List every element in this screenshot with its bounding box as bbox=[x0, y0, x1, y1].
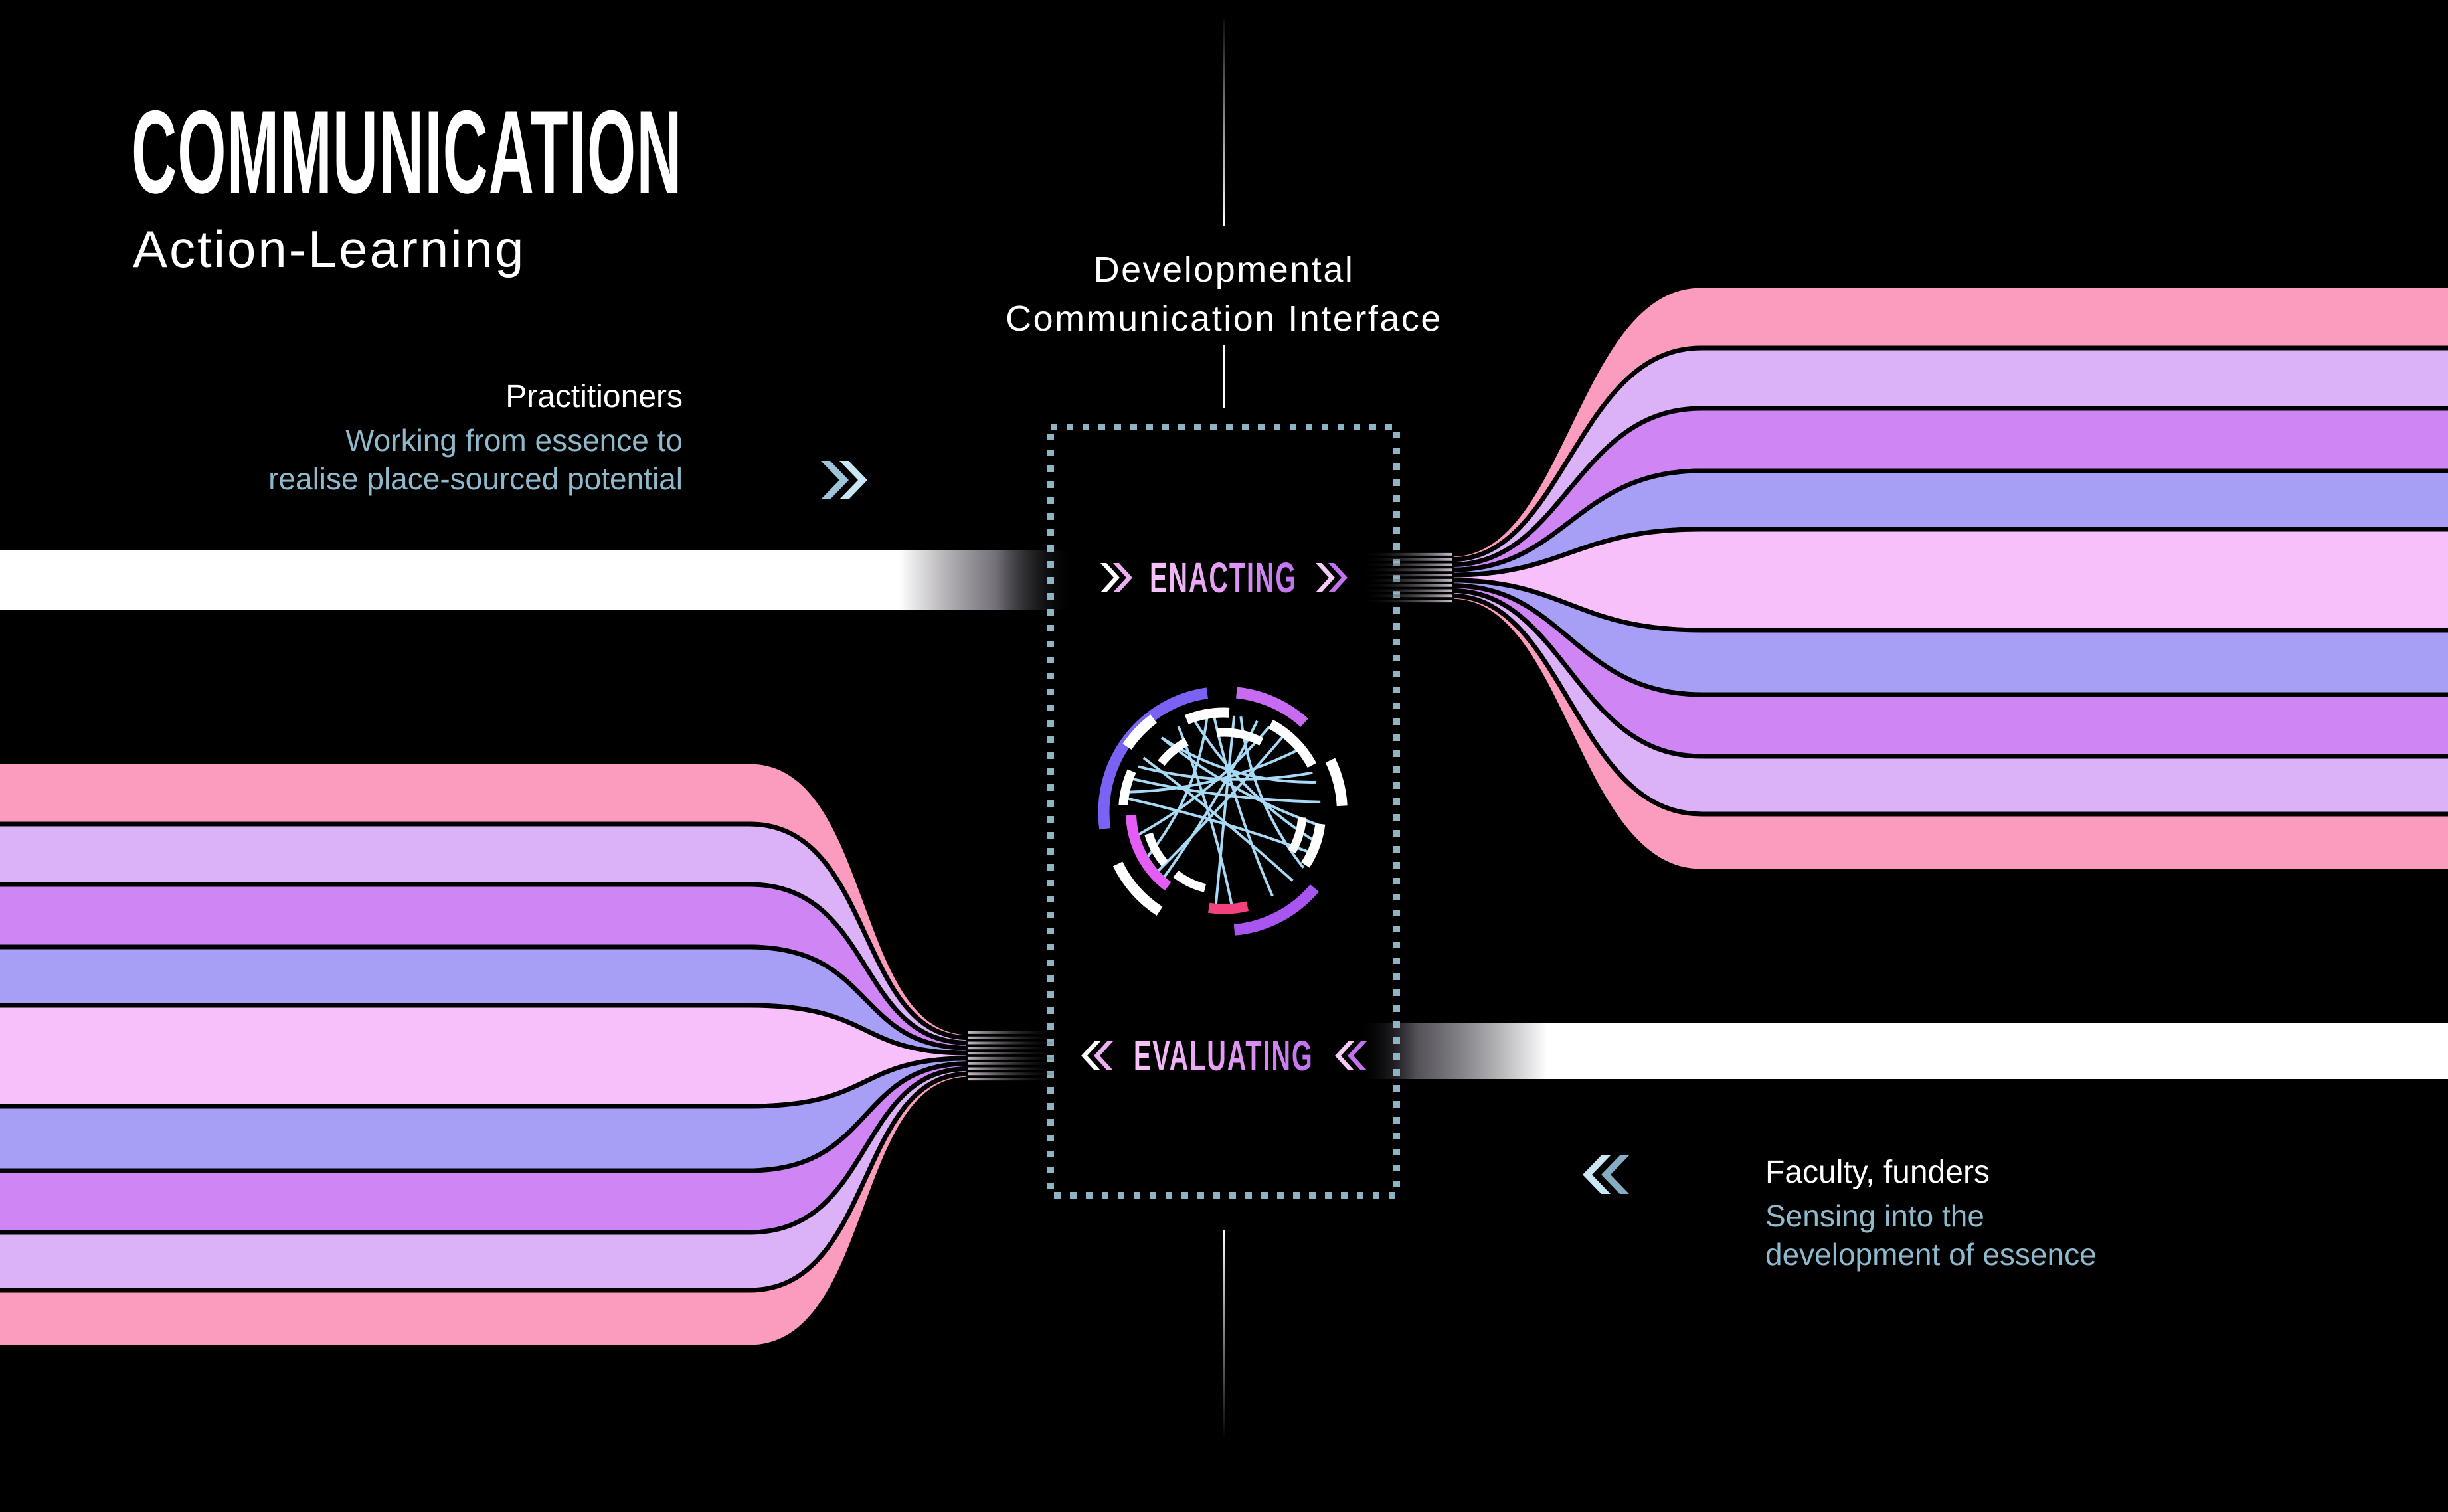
chevron-left-icon bbox=[1094, 1041, 1113, 1070]
faculty-block: Faculty, funders Sensing into the develo… bbox=[1765, 1154, 2363, 1274]
hub-arc bbox=[1144, 832, 1168, 867]
faculty-description-line1: Sensing into the bbox=[1765, 1199, 1984, 1233]
hub-arc bbox=[1173, 870, 1207, 892]
chevron-left-icon bbox=[1583, 1155, 1611, 1194]
hub-arc bbox=[1325, 758, 1348, 807]
hub-arc bbox=[1122, 714, 1158, 750]
ribbon-threads-right bbox=[1359, 552, 1452, 603]
hub-arc bbox=[1112, 861, 1163, 916]
faculty-ribbon-bundle bbox=[1449, 283, 2448, 874]
chevron-right-icon bbox=[839, 461, 867, 499]
flow-ribbon bbox=[1449, 593, 2448, 874]
page-title: COMMUNICATION bbox=[131, 86, 683, 218]
hub-arc bbox=[1288, 817, 1307, 854]
header: COMMUNICATION bbox=[131, 93, 1171, 211]
flow-ribbon bbox=[0, 1071, 971, 1350]
practitioners-name: Practitioners bbox=[505, 379, 683, 414]
chevron-right-icon bbox=[1328, 563, 1348, 592]
evaluating-chevrons-right-icon bbox=[1335, 1041, 1367, 1070]
page-subtitle: Action-Learning bbox=[133, 220, 526, 278]
hub-chord bbox=[1130, 725, 1271, 841]
faculty-stream-bar bbox=[1363, 1023, 2448, 1079]
hub-arc bbox=[1301, 823, 1326, 868]
enacting-row: ENACTING bbox=[1051, 554, 1397, 602]
chevron-left-icon bbox=[1081, 1041, 1100, 1070]
hub-arc bbox=[1207, 901, 1249, 914]
hub-chord bbox=[1127, 797, 1313, 855]
chevron-right-icon bbox=[1316, 563, 1335, 592]
interface-label: Developmental Communication Interface bbox=[892, 245, 1556, 343]
hub-arc bbox=[1126, 815, 1172, 891]
enacting-chevrons-left-icon bbox=[1100, 563, 1132, 592]
practitioners-direction-icon bbox=[821, 461, 867, 499]
faculty-direction-icon bbox=[1583, 1155, 1629, 1194]
hub-arc bbox=[1185, 707, 1230, 724]
practitioners-ribbon-bundle bbox=[0, 759, 971, 1350]
hub-arc bbox=[1158, 738, 1189, 766]
hub-arc bbox=[1268, 719, 1317, 768]
practitioners-description-line2: realise place-sourced potential bbox=[268, 462, 683, 496]
hub-arc bbox=[1216, 728, 1264, 746]
hub-chord bbox=[1132, 778, 1321, 803]
evaluating-chevrons-left-icon bbox=[1081, 1041, 1113, 1070]
practitioners-block: Practitioners Working from essence to re… bbox=[151, 378, 683, 498]
enacting-label: ENACTING bbox=[1150, 554, 1298, 602]
evaluating-label: EVALUATING bbox=[1134, 1032, 1314, 1080]
hub-chord bbox=[1214, 715, 1236, 909]
chevron-right-icon bbox=[821, 461, 849, 499]
hub-chord bbox=[1212, 715, 1274, 897]
faculty-description-line2: development of essence bbox=[1765, 1237, 2097, 1272]
hub-arc bbox=[1118, 769, 1136, 806]
chevron-left-icon bbox=[1335, 1041, 1354, 1070]
hub-chord bbox=[1151, 734, 1285, 879]
chevron-right-icon bbox=[1100, 563, 1120, 592]
hub-chord bbox=[1129, 748, 1299, 794]
enacting-chevrons-right-icon bbox=[1316, 563, 1348, 592]
hub-chord bbox=[1138, 765, 1313, 781]
practitioners-description-line1: Working from essence to bbox=[345, 423, 683, 458]
chevron-left-icon bbox=[1348, 1041, 1367, 1070]
hub-arc bbox=[1233, 884, 1319, 936]
evaluating-row: EVALUATING bbox=[1051, 1032, 1397, 1080]
chevron-right-icon bbox=[1113, 563, 1132, 592]
practitioners-stream-bar bbox=[0, 550, 1071, 610]
ribbon-threads-left bbox=[968, 1031, 1061, 1081]
interface-label-line1: Developmental bbox=[1093, 250, 1355, 290]
flow-ribbon bbox=[0, 1003, 971, 1109]
chevron-left-icon bbox=[1601, 1155, 1629, 1194]
hub-arcs-icon bbox=[1098, 687, 1348, 936]
hub-arc bbox=[1235, 687, 1308, 727]
interface-label-line2: Communication Interface bbox=[1005, 299, 1443, 339]
faculty-name: Faculty, funders bbox=[1765, 1155, 1990, 1190]
